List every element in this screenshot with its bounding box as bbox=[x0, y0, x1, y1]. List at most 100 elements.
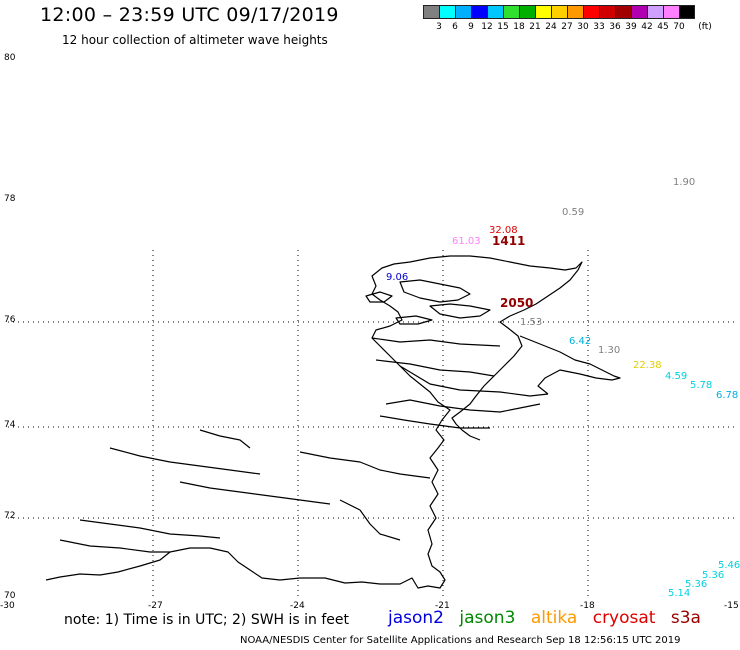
color-scale-unit: (ft) bbox=[698, 22, 712, 32]
wave-height-label: 4.59 bbox=[665, 371, 687, 382]
coastline-fjord-9 bbox=[79, 519, 221, 539]
color-swatch bbox=[663, 5, 679, 19]
legend-jason3: jason3 bbox=[459, 608, 516, 628]
color-swatch bbox=[439, 5, 455, 19]
wave-height-label: 5.46 bbox=[718, 560, 740, 571]
color-scale-labels: 3 6 9 12 15 18 21 24 27 30 33 36 39 42 45 70 (ft) bbox=[423, 22, 740, 34]
page-subtitle: 12 hour collection of altimeter wave hei… bbox=[62, 33, 328, 47]
color-scale-tick: 6 bbox=[452, 22, 458, 32]
color-swatch bbox=[551, 5, 567, 19]
coastline-fjord-7 bbox=[109, 447, 261, 475]
wave-height-label: 2050 bbox=[500, 296, 533, 310]
coastline-fjord-2 bbox=[375, 359, 495, 377]
lon-label: -24 bbox=[290, 601, 305, 611]
wave-height-label: 5.78 bbox=[690, 380, 712, 391]
wave-height-label: 32.08 bbox=[489, 225, 518, 236]
color-scale-tick: 24 bbox=[545, 22, 557, 32]
legend-altika: altika bbox=[530, 608, 578, 628]
color-swatch bbox=[535, 5, 551, 19]
wave-height-label: 1.90 bbox=[673, 177, 695, 188]
color-scale-tick: 3 bbox=[436, 22, 442, 32]
color-scale-tick: 9 bbox=[468, 22, 474, 32]
legend-jason2: jason2 bbox=[388, 608, 444, 628]
coastline-fjord-12 bbox=[339, 499, 401, 541]
color-swatch bbox=[679, 5, 695, 19]
coastline-fjord-1 bbox=[371, 337, 501, 347]
color-swatch bbox=[503, 5, 519, 19]
coastline-fjord-3 bbox=[399, 365, 549, 397]
color-swatch bbox=[519, 5, 535, 19]
grid bbox=[8, 250, 736, 600]
coastline-peninsula bbox=[519, 335, 621, 395]
color-scale-tick: 45 bbox=[657, 22, 669, 32]
wave-height-label: 5.36 bbox=[702, 570, 724, 581]
wave-height-label: 1411 bbox=[492, 234, 525, 248]
color-swatch bbox=[423, 5, 439, 19]
color-swatch bbox=[599, 5, 615, 19]
color-scale-tick: 70 bbox=[673, 22, 685, 32]
wave-height-label: 1.53 bbox=[520, 317, 542, 328]
lon-label: -15 bbox=[724, 601, 739, 611]
color-scale-tick: 27 bbox=[561, 22, 573, 32]
coastline-island-4 bbox=[395, 315, 433, 325]
wave-height-label: 9.06 bbox=[386, 272, 408, 283]
lat-label: 72 bbox=[4, 511, 15, 521]
lat-label: 74 bbox=[4, 420, 16, 430]
coastline-fjord-8 bbox=[179, 481, 331, 505]
wave-height-label: 0.59 bbox=[562, 207, 584, 218]
wave-height-label: 6.42 bbox=[569, 336, 591, 347]
coastline-fjord-11 bbox=[199, 429, 251, 449]
lon-label: -27 bbox=[148, 601, 163, 611]
lon-label: -18 bbox=[580, 601, 595, 611]
wave-observations: 1.90 0.59 32.08 61.03 1411 9.06 2050 1.5… bbox=[386, 177, 740, 599]
wave-height-label: 6.78 bbox=[716, 390, 738, 401]
lat-label: 70 bbox=[4, 591, 16, 601]
color-scale-tick: 18 bbox=[513, 22, 525, 32]
color-scale-tick: 36 bbox=[609, 22, 621, 32]
color-swatch bbox=[471, 5, 487, 19]
lat-label: 80 bbox=[4, 53, 16, 63]
coastline-island-1 bbox=[399, 279, 471, 303]
coastline-fjord-4 bbox=[385, 399, 541, 413]
color-swatch bbox=[583, 5, 599, 19]
color-scale-tick: 15 bbox=[497, 22, 509, 32]
coastline-fjord-6 bbox=[299, 451, 431, 479]
color-scale-tick: 21 bbox=[529, 22, 541, 32]
color-scale-tick: 12 bbox=[481, 22, 493, 32]
color-scale-tick: 33 bbox=[593, 22, 605, 32]
color-swatch bbox=[455, 5, 471, 19]
satellite-legend: jason2 jason3 altika cryosat s3a bbox=[388, 608, 711, 628]
lon-label: -21 bbox=[435, 601, 450, 611]
color-swatch bbox=[647, 5, 663, 19]
color-scale bbox=[423, 5, 695, 19]
axis-labels: 80 78 76 74 72 70 -30 -27 -24 -21 -18 -1… bbox=[0, 53, 739, 611]
coastline-island-3 bbox=[365, 291, 393, 303]
wave-height-label: 1.30 bbox=[598, 345, 620, 356]
color-swatch bbox=[631, 5, 647, 19]
legend-cryosat: cryosat bbox=[592, 608, 656, 628]
footer-credit: NOAA/NESDIS Center for Satellite Applica… bbox=[240, 635, 681, 646]
lat-label: 78 bbox=[4, 194, 16, 204]
legend-s3a: s3a bbox=[670, 608, 701, 628]
lon-label: -30 bbox=[0, 601, 15, 611]
coastline-island-2 bbox=[429, 303, 491, 319]
coastline bbox=[45, 255, 621, 589]
color-scale-tick: 30 bbox=[577, 22, 589, 32]
color-swatch bbox=[615, 5, 631, 19]
color-swatch bbox=[487, 5, 503, 19]
color-scale-tick: 39 bbox=[625, 22, 637, 32]
coastline-main bbox=[45, 255, 583, 589]
wave-height-label: 22.38 bbox=[633, 360, 662, 371]
wave-height-label: 5.14 bbox=[668, 588, 690, 599]
page-title: 12:00 – 23:59 UTC 09/17/2019 bbox=[40, 4, 339, 26]
color-swatch bbox=[567, 5, 583, 19]
color-scale-tick: 42 bbox=[641, 22, 653, 32]
coastline-fjord-5 bbox=[379, 415, 490, 429]
wave-height-label: 5.36 bbox=[685, 579, 707, 590]
units-note: note: 1) Time is in UTC; 2) SWH is in fe… bbox=[64, 612, 350, 628]
wave-height-label: 61.03 bbox=[452, 236, 481, 247]
coastline-fjord-10 bbox=[59, 539, 170, 553]
lat-label: 76 bbox=[4, 315, 16, 325]
